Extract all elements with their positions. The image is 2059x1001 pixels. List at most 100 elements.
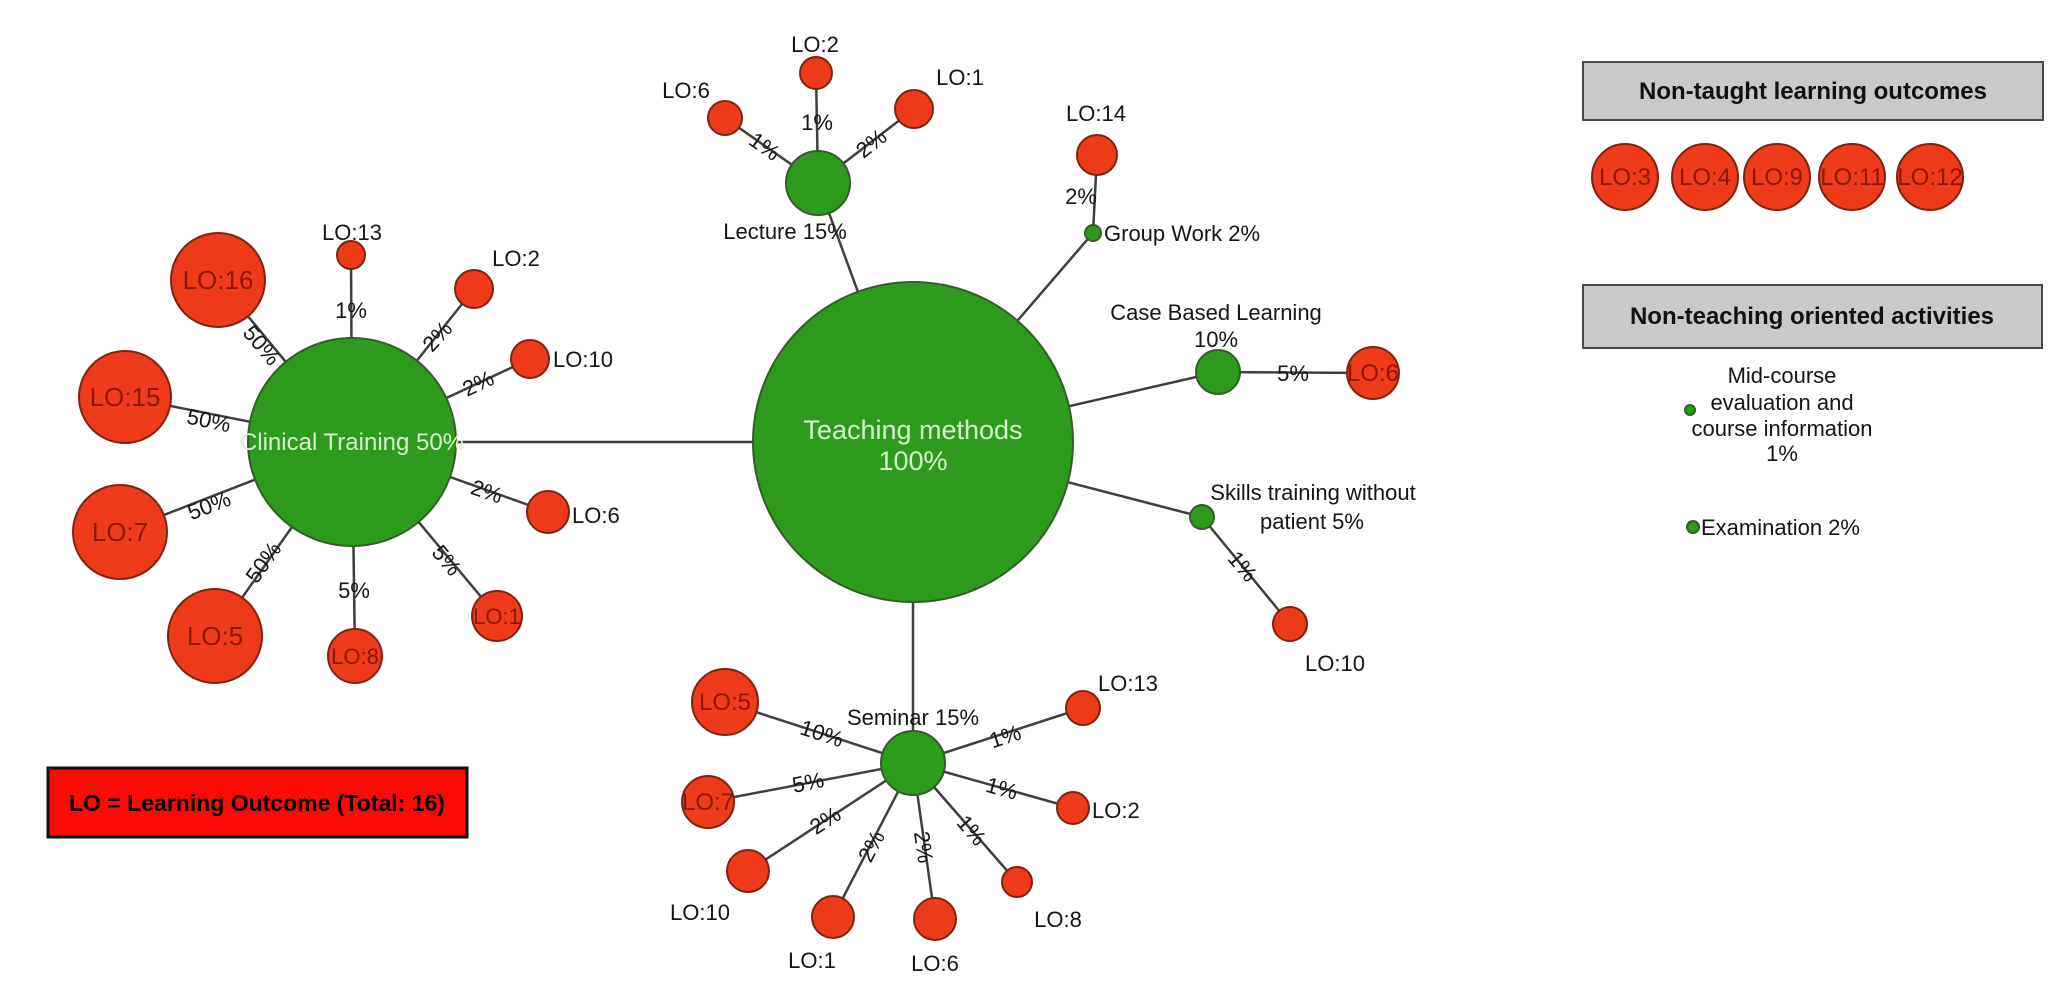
seminar-lo7-node xyxy=(681,775,735,829)
seminar-lo10-label: LO:10 xyxy=(670,900,730,925)
teaching-methods-node xyxy=(752,281,1074,603)
non-taught-lo9-label: LO:9 xyxy=(1751,164,1803,191)
teaching-methods-label-line1: Teaching methods xyxy=(803,415,1022,445)
clinical-lo6-pct: 2% xyxy=(468,474,506,508)
examination-label: Examination 2% xyxy=(1701,515,1860,540)
seminar-lo5-node xyxy=(691,668,759,736)
seminar-lo6-pct: 2% xyxy=(909,830,938,865)
legend-label: LO = Learning Outcome (Total: 16) xyxy=(69,790,445,816)
skills-training-title-line1: Skills training without xyxy=(1210,480,1415,505)
edge-skills-lo10 xyxy=(1201,516,1291,625)
skills-training-edge-pct: 1% xyxy=(1223,546,1263,586)
group-work-lo14-label: LO:14 xyxy=(1066,101,1126,126)
seminar-lo13-node xyxy=(1065,690,1101,726)
edge-seminar-lo7 xyxy=(707,761,914,804)
clinical-lo16-pct: 50% xyxy=(238,320,285,370)
clinical-lo13-node xyxy=(336,240,366,270)
clinical-lo10-label: LO:10 xyxy=(553,347,613,372)
seminar-lo8-node xyxy=(1001,866,1033,898)
non-taught-lo12-label: LO:12 xyxy=(1897,164,1962,191)
seminar-lo6-label: LO:6 xyxy=(911,951,959,976)
midcourse-line3: course information xyxy=(1692,416,1873,441)
seminar-lo6-node xyxy=(913,897,957,941)
clinical-lo7-pct: 50% xyxy=(184,486,234,525)
non-taught-lo4-label: LO:4 xyxy=(1679,164,1731,191)
clinical-lo16-node xyxy=(170,232,266,328)
midcourse-dot xyxy=(1684,404,1696,416)
examination-dot xyxy=(1686,520,1700,534)
clinical-lo16-label: LO:16 xyxy=(183,265,254,295)
clinical-lo7-label: LO:7 xyxy=(92,517,148,547)
lecture-lo6-pct: 1% xyxy=(745,127,785,166)
case-based-edge-pct: 5% xyxy=(1277,361,1309,386)
clinical-lo6-node xyxy=(526,490,570,534)
clinical-lo1-pct: 5% xyxy=(427,540,467,580)
seminar-lo7-label: LO:7 xyxy=(682,789,734,816)
non-taught-header-title: Non-taught learning outcomes xyxy=(1639,78,1987,105)
non-teaching-header-title: Non-teaching oriented activities xyxy=(1630,303,1994,330)
skills-lo10-label: LO:10 xyxy=(1305,651,1365,676)
seminar-lo2-node xyxy=(1056,791,1090,825)
skills-training-cluster: Skills training without patient 5% 1% LO… xyxy=(1189,480,1416,676)
clinical-lo10-pct: 2% xyxy=(459,365,498,401)
seminar-lo8-label: LO:8 xyxy=(1034,907,1082,932)
clinical-training-cluster: Clinical Training 50% LO:16 50% LO:13 1%… xyxy=(72,220,620,684)
lecture-lo6-node xyxy=(707,100,743,136)
seminar-lo10-pct: 2% xyxy=(805,801,845,839)
non-taught-lo4-node xyxy=(1671,143,1739,211)
teaching-methods-cluster: Teaching methods 100% xyxy=(752,281,1074,603)
clinical-lo8-node xyxy=(327,628,383,684)
case-based-pct-label: 10% xyxy=(1194,327,1238,352)
clinical-lo6-label: LO:6 xyxy=(572,503,620,528)
non-taught-header-box xyxy=(1582,61,2044,121)
midcourse-line1: Mid-course xyxy=(1728,363,1837,388)
seminar-lo1-node xyxy=(811,895,855,939)
skills-training-title-line2: patient 5% xyxy=(1260,509,1364,534)
clinical-lo2-label: LO:2 xyxy=(492,246,540,271)
lecture-lo2-label: LO:2 xyxy=(791,32,839,57)
clinical-lo1-node xyxy=(471,590,523,642)
seminar-lo10-node xyxy=(726,849,770,893)
group-work-label: Group Work 2% xyxy=(1104,221,1260,246)
lecture-lo2-node xyxy=(799,56,833,90)
non-taught-lo9-node xyxy=(1743,143,1811,211)
seminar-label: Seminar 15% xyxy=(847,705,979,730)
clinical-lo15-pct: 50% xyxy=(185,404,233,438)
non-teaching-panel: Non-teaching oriented activities Mid-cou… xyxy=(1582,284,2043,540)
seminar-lo2-label: LO:2 xyxy=(1092,798,1140,823)
non-taught-lo11-node xyxy=(1818,143,1886,211)
seminar-lo2-pct: 1% xyxy=(983,772,1020,805)
non-taught-lo11-label: LO:11 xyxy=(1820,164,1884,191)
clinical-lo8-label: LO:8 xyxy=(331,644,379,669)
clinical-lo1-label: LO:1 xyxy=(473,604,521,629)
group-work-lo14-node xyxy=(1076,134,1118,176)
clinical-training-node xyxy=(247,337,457,547)
clinical-lo13-label: LO:13 xyxy=(322,220,382,245)
seminar-lo7-pct: 5% xyxy=(790,767,826,798)
clinical-lo8-pct: 5% xyxy=(338,578,370,603)
case-based-lo6-node xyxy=(1346,346,1400,400)
non-taught-lo3-node xyxy=(1591,143,1659,211)
case-based-cluster: Case Based Learning 10% 5% LO:6 xyxy=(1110,300,1400,400)
skills-training-node xyxy=(1189,504,1215,530)
lecture-node xyxy=(785,150,851,216)
legend: LO = Learning Outcome (Total: 16) xyxy=(46,766,469,839)
seminar-node xyxy=(880,730,946,796)
non-taught-lo12-node xyxy=(1896,143,1964,211)
lecture-lo2-pct: 1% xyxy=(801,110,833,135)
legend-box xyxy=(46,766,469,839)
lecture-lo6-label: LO:6 xyxy=(662,78,710,103)
clinical-lo5-node xyxy=(167,588,263,684)
lecture-label: Lecture 15% xyxy=(723,219,847,244)
seminar-lo1-pct: 2% xyxy=(853,826,890,866)
seminar-lo13-pct: 1% xyxy=(986,720,1024,754)
case-based-title: Case Based Learning xyxy=(1110,300,1322,325)
clinical-lo13-pct: 1% xyxy=(335,298,367,323)
seminar-lo1-label: LO:1 xyxy=(788,948,836,973)
seminar-lo13-label: LO:13 xyxy=(1098,671,1158,696)
case-based-lo6-label: LO:6 xyxy=(1347,360,1399,387)
group-work-cluster: Group Work 2% LO:14 2% xyxy=(1065,101,1260,246)
group-work-node xyxy=(1084,224,1102,242)
